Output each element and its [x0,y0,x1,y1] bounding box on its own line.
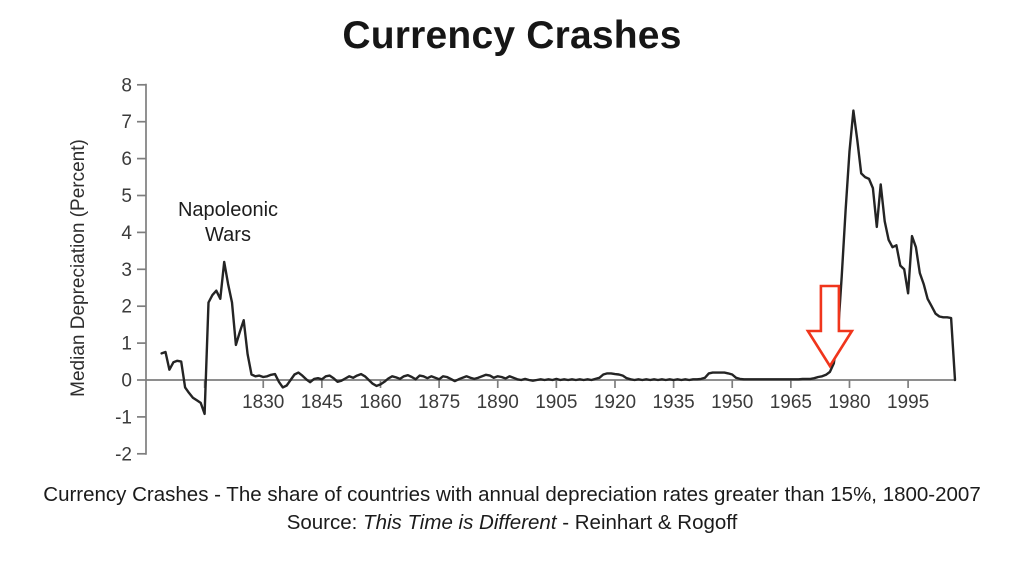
x-tick-label: 1980 [828,392,870,413]
x-tick-label: 1875 [418,392,460,413]
caption-line2: Source: This Time is Different - Reinhar… [0,509,1024,537]
caption-source-prefix: Source: [286,511,364,534]
y-tick-label: 4 [121,223,132,244]
down-arrow-icon [805,284,855,369]
napoleonic-wars-annotation: Napoleonic Wars [153,198,303,248]
page-title: Currency Crashes [342,14,682,57]
y-tick-label: 5 [121,186,132,207]
x-tick-label: 1830 [242,392,284,413]
x-tick-label: 1935 [652,392,694,413]
x-tick-label: 1905 [535,392,577,413]
x-tick-label: 1890 [477,392,519,413]
caption-source-suffix: - Reinhart & Rogoff [556,511,738,534]
y-tick-label: 7 [121,112,132,133]
annotation-line-1: Napoleonic [177,199,279,221]
x-tick-label: 1860 [359,392,401,413]
x-tick-label: 1845 [301,392,343,413]
data-line [160,109,957,416]
axes: 8 7 6 5 4 3 2 1 0 -1 -2 1830 1845 1860 1875 1890 1905 192… [115,75,955,465]
y-tick-label: 2 [121,297,132,318]
y-tick-label: -1 [115,407,132,428]
y-axis-title: Median Depreciation (Percent) [68,139,89,397]
x-tick-label: 1950 [711,392,753,413]
x-tick-label: 1920 [594,392,636,413]
x-tick-label: 1965 [770,392,812,413]
y-tick-label: 0 [121,371,132,392]
chart-area: 8 7 6 5 4 3 2 1 0 -1 -2 1830 1845 1860 1875 1890 1905 192… [68,75,957,465]
caption-source-title: This Time is Different [363,511,557,534]
y-tick-label: 1 [121,334,132,355]
caption-line1: Currency Crashes - The share of countrie… [43,483,981,506]
annotation-line-2: Wars [205,224,251,246]
y-tick-label: -2 [115,444,132,465]
caption: Currency Crashes - The share of countrie… [0,481,1024,537]
y-tick-label: 8 [121,75,132,96]
currency-crashes-line-chart: 8 7 6 5 4 3 2 1 0 -1 -2 1830 1845 1860 1875 1890 1905 192… [68,75,957,465]
y-tick-label: 6 [121,149,132,170]
x-tick-label: 1995 [887,392,929,413]
y-tick-label: 3 [121,260,132,281]
